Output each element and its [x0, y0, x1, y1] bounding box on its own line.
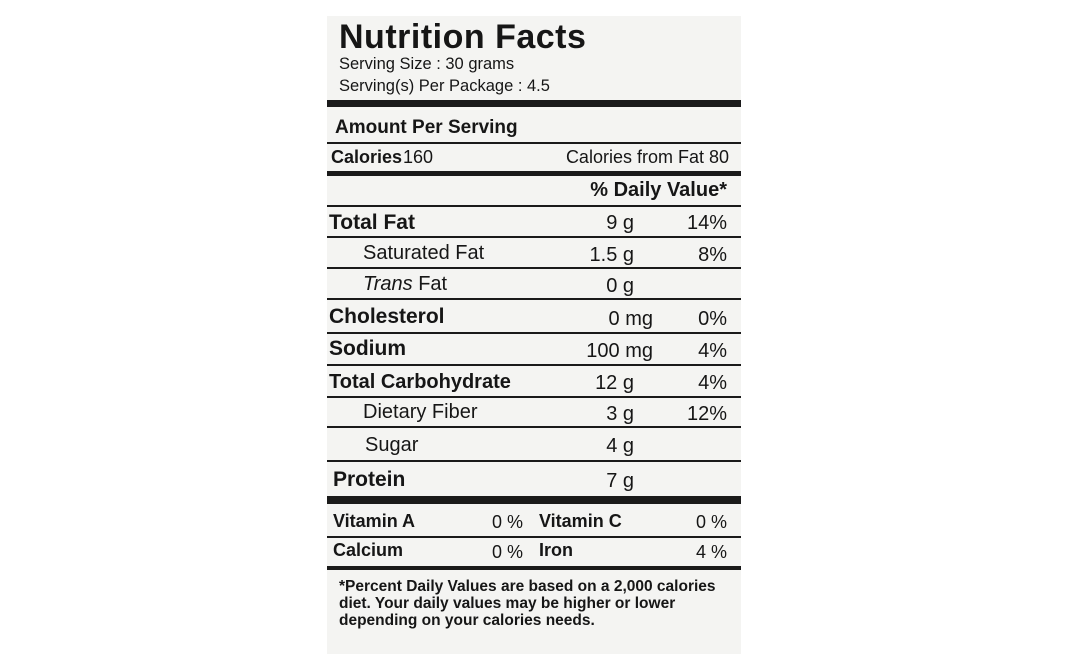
nutrient-daily-value: 0%	[698, 308, 727, 330]
iron-value: 4 %	[695, 542, 727, 562]
divider	[327, 396, 741, 398]
medium-divider	[327, 566, 741, 570]
medium-divider	[327, 171, 741, 176]
vitamin-a-label: Vitamin A	[333, 511, 416, 531]
divider	[327, 460, 741, 462]
vitamin-c-value: 0 %	[695, 512, 727, 532]
nutrient-amount: 4 g	[606, 435, 634, 457]
divider	[327, 142, 741, 144]
divider	[327, 364, 741, 366]
nutrient-name: Cholesterol	[329, 305, 445, 328]
nutrient-amount: 100 mg	[586, 340, 653, 362]
fat-label: Fat	[412, 273, 448, 295]
nutrient-name: Total Fat	[329, 211, 415, 234]
calories-from-fat: Calories from Fat 80	[565, 147, 729, 167]
servings-per-package: Serving(s) Per Package : 4.5	[339, 77, 550, 95]
nutrient-name: Trans Fat	[363, 273, 447, 296]
nutrient-name: Protein	[333, 468, 406, 491]
nutrient-amount: 7 g	[606, 470, 634, 492]
divider	[327, 426, 741, 428]
nutrient-amount: 3 g	[606, 403, 634, 425]
serving-size: Serving Size : 30 grams	[339, 55, 515, 73]
nutrient-daily-value: 8%	[698, 244, 727, 266]
vitamin-c-label: Vitamin C	[539, 511, 622, 531]
calories-label: Calories	[331, 147, 403, 167]
nutrient-amount: 1.5 g	[589, 244, 634, 266]
nutrient-daily-value: 14%	[686, 212, 727, 234]
nutrient-daily-value: 12%	[686, 403, 727, 425]
nutrient-name: Sugar	[365, 434, 419, 456]
divider	[327, 267, 741, 269]
thick-divider	[327, 100, 741, 107]
nutrient-amount: 9 g	[606, 212, 634, 234]
divider	[327, 332, 741, 334]
nutrient-amount: 12 g	[595, 372, 634, 394]
nutrient-daily-value: 4%	[698, 340, 727, 362]
thick-divider	[327, 496, 741, 504]
calcium-label: Calcium	[333, 540, 404, 560]
divider	[327, 536, 741, 538]
daily-value-header: % Daily Value*	[590, 179, 727, 201]
nutrient-name: Total Carbohydrate	[329, 371, 511, 393]
nutrition-facts-label: Nutrition Facts Serving Size : 30 grams …	[327, 16, 741, 654]
divider	[327, 236, 741, 238]
calories-value: 160	[403, 147, 434, 167]
vitamin-a-value: 0 %	[491, 512, 523, 532]
footnote: *Percent Daily Values are based on a 2,0…	[339, 578, 716, 629]
calcium-value: 0 %	[491, 542, 523, 562]
divider	[327, 298, 741, 300]
divider	[327, 205, 741, 207]
trans-label: Trans	[363, 273, 413, 295]
nutrient-amount: 0 mg	[608, 308, 653, 330]
nutrient-name: Sodium	[329, 337, 406, 360]
nutrient-name: Dietary Fiber	[363, 401, 478, 423]
iron-label: Iron	[539, 540, 573, 560]
nutrient-daily-value: 4%	[698, 372, 727, 394]
label-title: Nutrition Facts	[339, 18, 587, 56]
amount-per-serving: Amount Per Serving	[335, 117, 518, 138]
nutrient-amount: 0 g	[606, 275, 634, 297]
nutrient-name: Saturated Fat	[363, 242, 485, 264]
